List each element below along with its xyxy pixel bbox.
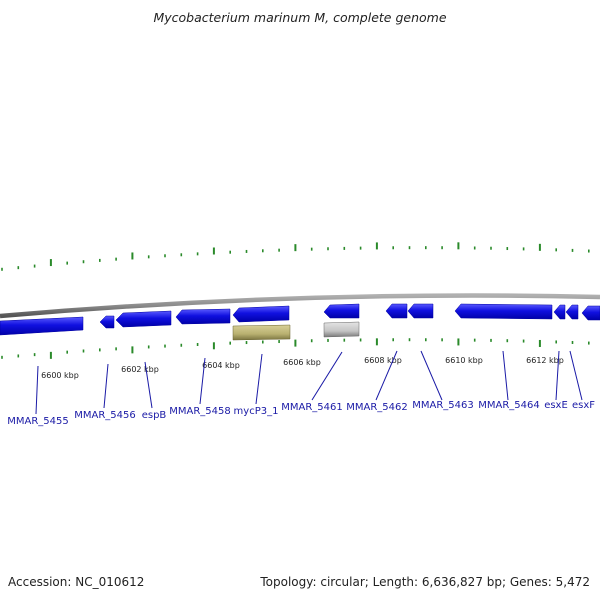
gene-mycp3-1[interactable]	[232, 324, 291, 341]
gene-mmar-5460[interactable]	[323, 303, 360, 319]
kbp-scale-labels: 6600 kbp 6602 kbp 6604 kbp 6606 kbp 6608…	[41, 356, 564, 380]
gene-mmar-5461[interactable]	[323, 321, 360, 338]
gene-label[interactable]: espB	[142, 410, 167, 421]
gene-mmar-5467[interactable]	[581, 305, 600, 321]
kbp-label: 6600 kbp	[41, 371, 79, 380]
gene-label[interactable]: esxE	[544, 400, 568, 411]
gene-mmar-5462[interactable]	[385, 303, 408, 319]
gene-label[interactable]: MMAR_5464	[478, 400, 540, 411]
map-title: Mycobacterium marinum M, complete genome	[153, 10, 446, 25]
gene-label[interactable]: MMAR_5463	[412, 400, 474, 411]
gene-label[interactable]: MMAR_5461	[281, 402, 343, 413]
gene-mmar-5455[interactable]	[0, 316, 84, 336]
gene-mmar-5459[interactable]	[232, 305, 290, 323]
gene-labels: MMAR_5455 MMAR_5456 espB MMAR_5458 mycP3…	[7, 400, 595, 427]
genome-summary-text: Topology: circular; Length: 6,636,827 bp…	[259, 575, 590, 589]
gene-mmar-5463[interactable]	[407, 303, 434, 319]
gene-esxe[interactable]	[553, 304, 566, 320]
gene-espb[interactable]	[115, 310, 172, 328]
gene-label[interactable]: mycP3_1	[234, 406, 279, 417]
gene-label-lines	[35, 350, 583, 415]
kbp-label: 6602 kbp	[121, 365, 159, 374]
outer-tick-marks	[1, 242, 590, 271]
kbp-label: 6612 kbp	[526, 356, 564, 365]
gene-label[interactable]: MMAR_5456	[74, 410, 136, 421]
kbp-label: 6604 kbp	[202, 361, 240, 370]
gene-mmar-5458[interactable]	[175, 308, 231, 325]
gene-label[interactable]: esxF	[572, 400, 595, 411]
kbp-label: 6610 kbp	[445, 356, 483, 365]
accession-text: Accession: NC_010612	[8, 575, 144, 589]
genome-backbone	[0, 293, 600, 319]
gene-features	[0, 303, 600, 341]
gene-esxf[interactable]	[565, 304, 579, 320]
gene-label[interactable]: MMAR_5458	[169, 406, 231, 417]
gene-mmar-5464[interactable]	[454, 303, 553, 320]
gene-label[interactable]: MMAR_5455	[7, 416, 69, 427]
gene-mmar-5456[interactable]	[99, 315, 115, 329]
kbp-label: 6606 kbp	[283, 358, 321, 367]
kbp-label: 6608 kbp	[364, 356, 402, 365]
inner-tick-marks	[1, 338, 590, 359]
gene-label[interactable]: MMAR_5462	[346, 402, 408, 413]
